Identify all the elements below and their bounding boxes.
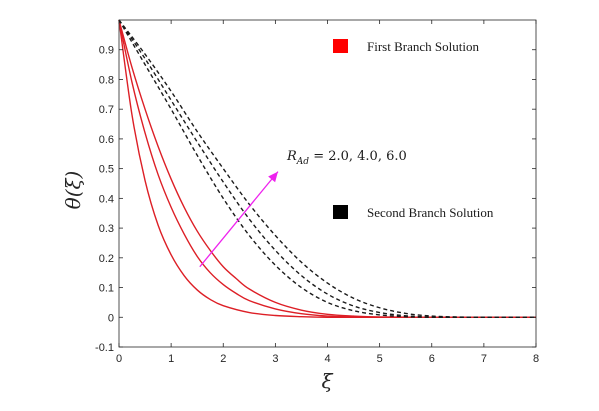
x-tick-label-6: 6 <box>429 353 435 365</box>
annotation: RAd = 2.0, 4.0, 6.0 <box>199 149 407 268</box>
legend: First Branch Solution Second Branch Solu… <box>333 39 494 220</box>
y-tick-label-9: 0.8 <box>99 74 114 86</box>
series-line-second-4 <box>118 19 536 319</box>
y-tick-label-10: 0.9 <box>99 45 114 57</box>
x-tick-label-3: 3 <box>272 353 278 365</box>
annotation-rest: = 2.0, 4.0, 6.0 <box>309 149 407 164</box>
legend-label-first: First Branch Solution <box>367 39 479 54</box>
y-tick-label-5: 0.4 <box>99 193 114 205</box>
y-tick-label-6: 0.5 <box>99 164 114 176</box>
annotation-arrow-head <box>268 171 278 183</box>
y-tick-label-4: 0.3 <box>99 223 114 235</box>
x-tick-label-4: 4 <box>324 353 330 365</box>
annotation-subscript: Ad <box>296 157 309 167</box>
series-line-second-5 <box>118 19 537 318</box>
y-tick-label-8: 0.7 <box>99 104 114 116</box>
y-tick-label-7: 0.6 <box>99 134 114 146</box>
y-tick-label-1: 0 <box>108 312 114 324</box>
x-tick-label-2: 2 <box>220 353 226 365</box>
plot-area <box>119 20 536 347</box>
y-axis-label: θ(ξ) <box>61 171 85 210</box>
x-tick-label-8: 8 <box>533 353 539 365</box>
series-layer <box>118 19 537 319</box>
y-tick-label-2: 0.1 <box>99 283 114 295</box>
annotation-label: RAd = 2.0, 4.0, 6.0 <box>286 149 407 167</box>
x-tick-label-1: 1 <box>168 353 174 365</box>
legend-swatch-first <box>333 39 348 53</box>
series-line-first-3 <box>118 19 536 318</box>
x-tick-label-0: 0 <box>116 353 122 365</box>
x-tick-label-5: 5 <box>377 353 383 365</box>
y-tick-label-3: 0.2 <box>99 253 114 265</box>
legend-swatch-second <box>333 205 348 219</box>
legend-label-second: Second Branch Solution <box>367 205 494 220</box>
y-tick-label-0: -0.1 <box>95 342 114 354</box>
x-tick-label-7: 7 <box>481 353 487 365</box>
annotation-main: R <box>286 149 297 164</box>
tick-layer: 0 1 2 3 4 5 6 7 8-0.100.10.20.30.40.50.60.70.80.… <box>95 20 539 365</box>
x-axis-label: ξ <box>321 369 333 393</box>
annotation-arrow-shaft <box>199 171 279 268</box>
series-line-second-6 <box>118 19 537 318</box>
